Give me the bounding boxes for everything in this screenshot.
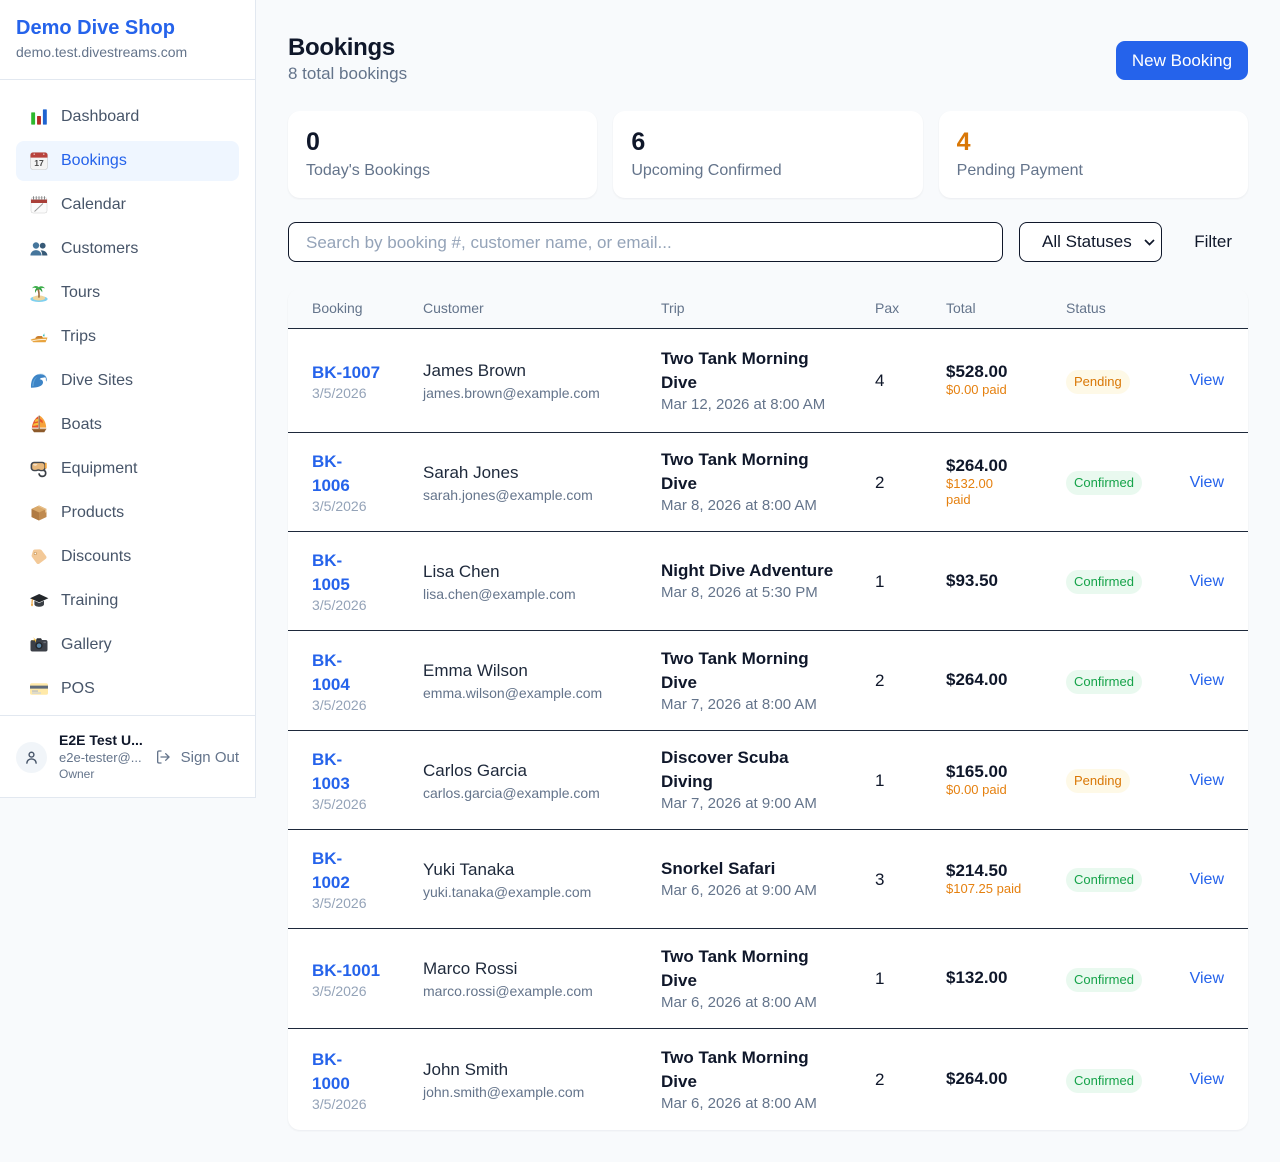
- svg-text:17: 17: [34, 158, 44, 168]
